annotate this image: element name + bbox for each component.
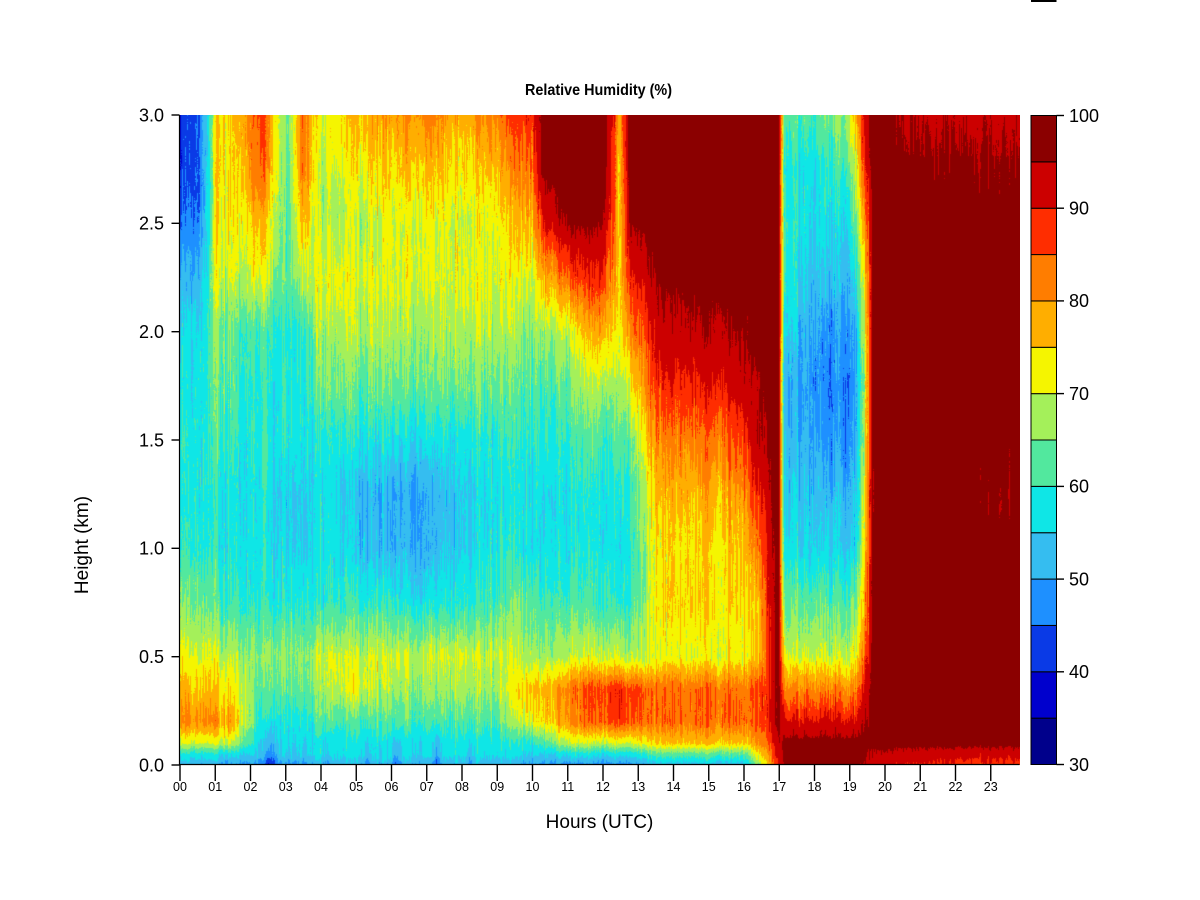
svg-text:17: 17 bbox=[772, 780, 786, 794]
svg-text:1.5: 1.5 bbox=[139, 430, 164, 450]
svg-text:1.0: 1.0 bbox=[139, 539, 164, 559]
svg-text:14: 14 bbox=[667, 780, 681, 794]
svg-text:09: 09 bbox=[490, 780, 504, 794]
svg-text:2.5: 2.5 bbox=[139, 214, 164, 234]
svg-text:13: 13 bbox=[631, 780, 645, 794]
svg-text:11: 11 bbox=[561, 780, 574, 794]
svg-text:2.0: 2.0 bbox=[139, 322, 164, 342]
svg-text:03: 03 bbox=[279, 780, 293, 794]
svg-text:01: 01 bbox=[208, 780, 222, 794]
svg-text:70: 70 bbox=[1069, 384, 1089, 404]
svg-text:50: 50 bbox=[1069, 569, 1089, 589]
svg-text:02: 02 bbox=[244, 780, 258, 794]
svg-text:80: 80 bbox=[1069, 291, 1089, 311]
svg-text:10: 10 bbox=[526, 780, 540, 794]
svg-text:05: 05 bbox=[349, 780, 363, 794]
svg-text:23: 23 bbox=[984, 780, 998, 794]
svg-text:12: 12 bbox=[596, 780, 610, 794]
svg-text:40: 40 bbox=[1069, 662, 1089, 682]
svg-text:60: 60 bbox=[1069, 477, 1089, 497]
svg-text:0.0: 0.0 bbox=[139, 755, 164, 775]
svg-text:04: 04 bbox=[314, 780, 328, 794]
svg-text:07: 07 bbox=[420, 780, 434, 794]
svg-text:3.0: 3.0 bbox=[139, 105, 164, 125]
svg-text:22: 22 bbox=[949, 780, 963, 794]
svg-text:20: 20 bbox=[878, 780, 892, 794]
svg-text:19: 19 bbox=[843, 780, 857, 794]
svg-text:90: 90 bbox=[1069, 199, 1089, 219]
svg-text:16: 16 bbox=[737, 780, 751, 794]
svg-text:18: 18 bbox=[808, 780, 822, 794]
svg-text:Height (km): Height (km) bbox=[72, 496, 93, 594]
svg-text:30: 30 bbox=[1069, 755, 1089, 775]
svg-text:21: 21 bbox=[913, 780, 927, 794]
svg-text:08: 08 bbox=[455, 780, 469, 794]
svg-text:Hours (UTC): Hours (UTC) bbox=[546, 812, 654, 833]
svg-text:0.5: 0.5 bbox=[139, 647, 164, 667]
svg-text:15: 15 bbox=[702, 780, 716, 794]
svg-text:100: 100 bbox=[1069, 106, 1099, 126]
svg-text:00: 00 bbox=[173, 780, 187, 794]
svg-text:06: 06 bbox=[385, 780, 399, 794]
svg-text:Relative Humidity (%): Relative Humidity (%) bbox=[525, 82, 672, 99]
